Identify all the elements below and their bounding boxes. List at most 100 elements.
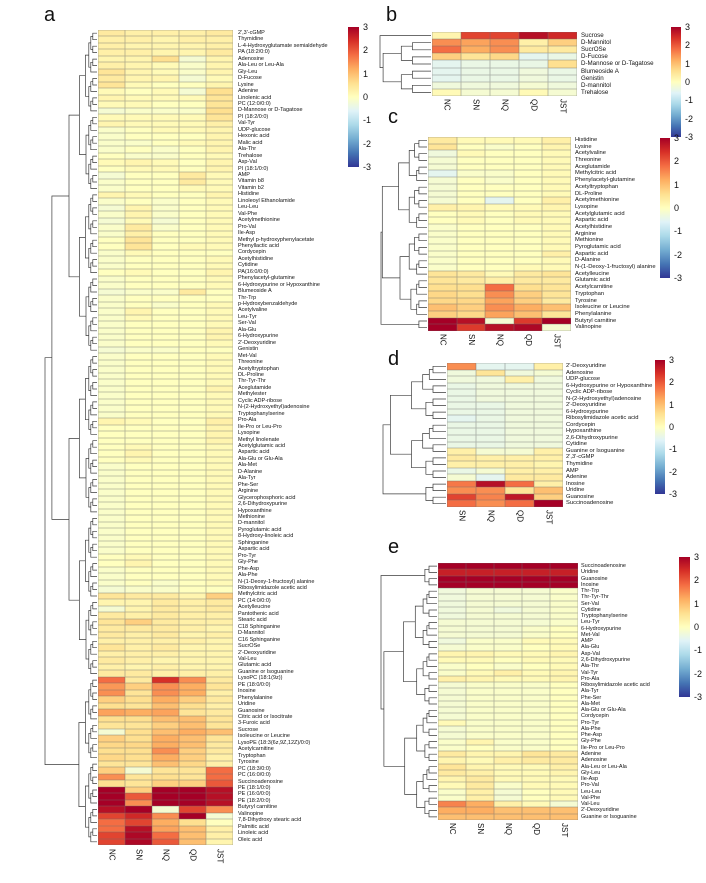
heatmap-cell [125,735,152,742]
heatmap-cell [125,269,152,276]
heatmap-cell [179,398,206,406]
row-label: Methylcitric acid [238,591,278,598]
heatmap-cell [542,297,571,305]
row-dendrogram-a [44,32,97,843]
heatmap-cell [206,696,233,703]
heatmap-cell [98,812,125,820]
heatmap-cell [519,74,548,82]
heatmap-cell [98,107,125,115]
row-label: AMP [238,171,250,178]
heatmap-cell [179,502,206,509]
heatmap-cell [152,650,179,658]
heatmap-cell [125,49,152,56]
heatmap-cell [206,806,233,813]
colorbar-tick: -3 [669,489,678,499]
heatmap-cell [494,688,522,695]
heatmap-cell [125,327,152,334]
column-label: NC [107,849,117,861]
heatmap-cell [550,669,578,676]
heatmap-cell [485,150,514,158]
heatmap-cell [152,573,179,580]
heatmap-cell [485,237,514,245]
heatmap-cell [505,408,534,416]
heatmap-cell [206,450,233,457]
heatmap-cell [98,139,125,147]
row-label: PE (18:1/0:0) [238,785,271,792]
heatmap-cell [438,669,466,676]
heatmap-cell [206,94,233,102]
heatmap-cell [513,244,543,251]
heatmap-cell [206,411,233,419]
heatmap-cell [456,324,486,331]
heatmap-cell [125,657,152,664]
heatmap-cell [206,418,233,425]
heatmap-cell [206,314,233,322]
row-label: Arginine [575,230,597,237]
heatmap-cell [513,270,543,278]
row-label: Trehalose [581,88,609,96]
heatmap-cell [485,137,514,144]
heatmap-cell [152,295,179,302]
heatmap-cell [125,663,152,671]
heatmap-cell [542,277,571,285]
heatmap-cell [125,463,152,470]
heatmap-cell [206,709,233,716]
heatmap-cell [152,670,179,677]
heatmap-cell [206,288,233,296]
heatmap-cell [505,487,534,494]
row-label: Hexonic acid [238,133,270,140]
heatmap-cell [428,203,457,211]
heatmap-cell [505,363,534,370]
heatmap-cell [152,495,179,503]
column-label-cell: QD [522,823,550,837]
heatmap-cell [206,424,233,432]
column-label: JST [560,823,569,838]
heatmap-cell [466,688,494,695]
heatmap-cell [179,236,206,244]
row-label: Ala-Glu or Glu-Ala [238,455,283,462]
heatmap-cell [206,663,233,671]
heatmap-cell [550,801,578,808]
heatmap-cell [534,454,563,462]
heatmap-cell [179,30,206,37]
heatmap-cell [522,707,550,714]
heatmap-cell [98,722,125,729]
heatmap-cell [98,463,125,470]
heatmap-cell [534,408,563,416]
row-label: DL-Proline [575,190,603,197]
heatmap-cell [522,569,550,576]
heatmap-cell [179,217,206,225]
heatmap-cell [494,813,522,820]
heatmap-cell [428,304,457,311]
row-label: Pantothenic acid [238,610,279,617]
heatmap-cell [494,657,522,664]
heatmap-cell [494,638,522,645]
heatmap-cell [179,101,206,108]
heatmap-cell [125,489,152,496]
heatmap-cell [98,502,125,509]
row-label: 2',3'-cGMP [566,454,595,461]
heatmap-cell [494,619,522,626]
row-label: C18 Sphinganine [238,623,281,630]
heatmap-cell [513,223,543,231]
heatmap-d [447,363,563,507]
heatmap-cell [428,257,457,265]
heatmap-cell [98,838,125,845]
heatmap-cell [542,190,571,198]
row-label: Acetylvaline [575,150,606,157]
heatmap-cell [152,618,179,626]
row-label: Acetyltryptophan [238,365,279,372]
heatmap-cell [152,262,179,270]
row-label: Pyroglutamic acid [238,526,282,533]
heatmap-cell [179,49,206,56]
heatmap-cell [98,644,125,651]
heatmap-cell [152,515,179,522]
heatmap-cell [125,799,152,807]
heatmap-cell [206,165,233,173]
heatmap-cell [125,618,152,626]
heatmap-cell [505,389,534,396]
heatmap-cell [206,819,233,826]
row-label: Ala-Phe [581,725,601,732]
heatmap-cell [98,275,125,283]
